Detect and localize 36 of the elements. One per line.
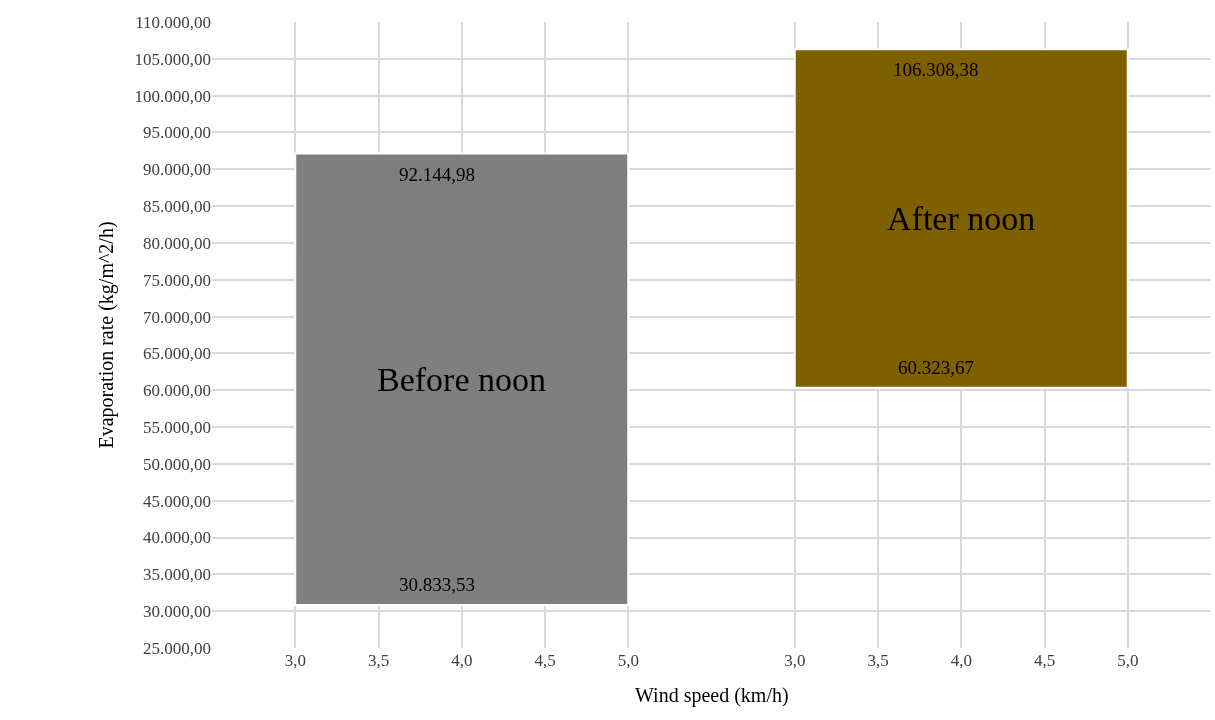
- series-label: After noon: [887, 200, 1036, 237]
- annotation: 60.323,67: [898, 357, 974, 378]
- y-tick-label: 60.000,00: [143, 381, 211, 401]
- x-tick-label: 3,5: [367, 651, 390, 670]
- y-tick-label: 40.000,00: [143, 528, 211, 548]
- y-tick-label: 30.000,00: [143, 602, 211, 622]
- x-tick-label: 4,0: [451, 651, 473, 670]
- y-tick-label: 80.000,00: [143, 233, 211, 253]
- y-tick-label: 75.000,00: [143, 270, 211, 290]
- x-tick-label: 4,0: [950, 651, 972, 670]
- y-tick-label: 35.000,00: [143, 565, 211, 585]
- y-tick-label: 45.000,00: [143, 491, 211, 511]
- y-tick-label: 65.000,00: [143, 344, 211, 364]
- y-tick-label: 70.000,00: [143, 307, 211, 327]
- y-tick-label: 95.000,00: [143, 123, 211, 143]
- y-tick-label: 110.000,00: [135, 12, 211, 32]
- y-axis-title: Evaporation rate (kg/m^2/h): [95, 221, 118, 449]
- y-tick-label: 90.000,00: [143, 160, 211, 180]
- y-tick-label: 105.000,00: [134, 49, 211, 69]
- y-tick-label: 25.000,00: [143, 638, 211, 658]
- y-tick-label: 85.000,00: [143, 197, 211, 217]
- x-tick-label: 3,0: [784, 651, 806, 670]
- y-tick-label: 100.000,00: [134, 86, 211, 106]
- annotation: 106.308,38: [893, 59, 979, 80]
- x-axis-title: Wind speed (km/h): [635, 684, 789, 707]
- annotation: 30.833,53: [399, 574, 475, 595]
- x-tick-label: 4,5: [534, 651, 556, 670]
- series-label: Before noon: [377, 361, 547, 398]
- x-tick-label: 3,5: [867, 651, 889, 670]
- x-tick-label: 3,0: [284, 651, 306, 670]
- y-tick-label: 50.000,00: [143, 454, 211, 474]
- x-tick-label: 4,5: [1033, 651, 1056, 670]
- y-tick-label: 55.000,00: [143, 418, 211, 438]
- x-tick-label: 5,0: [617, 651, 639, 670]
- annotation: 92.144,98: [399, 164, 475, 185]
- x-tick-label: 5,0: [1117, 651, 1139, 670]
